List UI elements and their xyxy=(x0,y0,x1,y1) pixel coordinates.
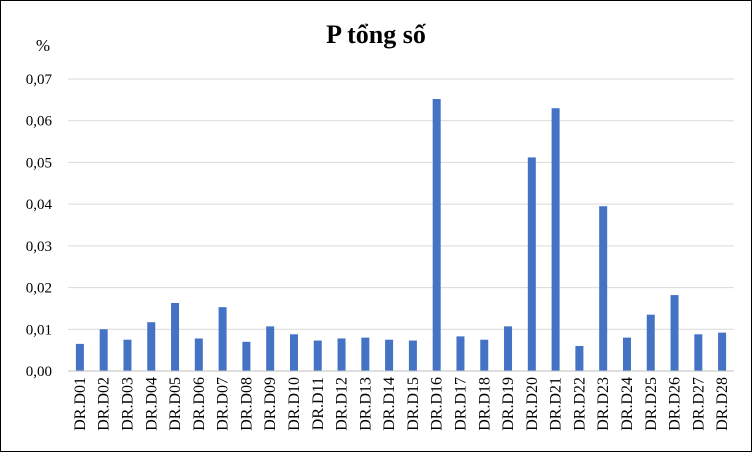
bar-dr-d06 xyxy=(194,338,203,371)
y-tick-label: 0,02 xyxy=(26,281,52,297)
bar-dr-d21 xyxy=(551,108,560,371)
x-tick-label: DR.D23 xyxy=(595,377,612,431)
bar-dr-d20 xyxy=(527,157,536,371)
x-tick-label: DR.D21 xyxy=(548,377,565,431)
bar-dr-d22 xyxy=(575,345,584,371)
x-tick-label: DR.D22 xyxy=(571,377,588,431)
bar-dr-d16 xyxy=(432,99,441,371)
x-axis-tick-labels: DR.D01 DR.D02 DR.D03 DR.D04 DR.D05 DR.D06 DR.D… xyxy=(72,377,731,431)
x-tick-label: DR.D10 xyxy=(286,377,303,431)
bar-dr-d08 xyxy=(242,341,251,371)
bar-dr-d07 xyxy=(218,307,227,371)
bar-dr-d11 xyxy=(313,340,322,371)
bar-dr-d26 xyxy=(670,295,679,371)
y-axis-tick-labels: 0,00 0,01 0,02 0,03 0,04 0,05 0,06 0,07 xyxy=(26,72,53,380)
x-tick-label: DR.D13 xyxy=(357,377,374,431)
bar-dr-d15 xyxy=(408,340,417,371)
y-tick-label: 0,01 xyxy=(26,322,52,338)
bar-dr-d28 xyxy=(718,332,727,371)
bar-dr-d17 xyxy=(456,336,465,371)
x-tick-label: DR.D09 xyxy=(262,377,279,431)
x-tick-label: DR.D06 xyxy=(191,377,208,431)
x-tick-label: DR.D15 xyxy=(405,377,422,431)
x-tick-label: DR.D08 xyxy=(238,377,255,431)
x-tick-label: DR.D02 xyxy=(96,377,113,431)
x-tick-label: DR.D12 xyxy=(334,377,351,431)
y-tick-label: 0,03 xyxy=(26,239,52,255)
x-tick-label: DR.D01 xyxy=(72,377,89,431)
bar-dr-d14 xyxy=(385,339,394,371)
gridlines xyxy=(68,78,734,330)
bar-dr-d13 xyxy=(361,337,370,371)
bar-dr-d27 xyxy=(694,334,703,371)
x-tick-label: DR.D19 xyxy=(500,377,517,431)
chart-title: P tổng số xyxy=(326,20,427,49)
x-tick-label: DR.D04 xyxy=(143,377,160,431)
x-tick-label: DR.D18 xyxy=(476,377,493,431)
y-tick-label: 0,05 xyxy=(26,155,52,171)
y-axis-unit-label: % xyxy=(36,36,50,55)
x-tick-label: DR.D20 xyxy=(524,377,541,431)
bar-dr-d12 xyxy=(337,338,346,371)
bar-dr-d05 xyxy=(171,303,180,371)
bar-dr-d09 xyxy=(266,326,275,371)
bar-dr-d18 xyxy=(480,339,489,371)
bar-dr-d03 xyxy=(123,339,132,371)
bar-dr-d19 xyxy=(504,326,513,371)
y-tick-label: 0,04 xyxy=(26,197,53,213)
x-tick-label: DR.D05 xyxy=(167,377,184,431)
x-tick-label: DR.D27 xyxy=(690,377,707,431)
bar-dr-d10 xyxy=(289,334,298,371)
x-tick-label: DR.D16 xyxy=(429,377,446,431)
x-tick-label: DR.D14 xyxy=(381,377,398,431)
bar-dr-d01 xyxy=(75,343,84,371)
x-tick-label: DR.D28 xyxy=(714,377,731,431)
bar-dr-d24 xyxy=(622,337,631,371)
x-tick-label: DR.D25 xyxy=(643,377,660,431)
x-tick-label: DR.D17 xyxy=(452,377,469,431)
y-tick-label: 0,00 xyxy=(26,364,52,380)
x-tick-label: DR.D26 xyxy=(667,377,684,431)
bar-dr-d04 xyxy=(147,322,156,371)
bar-dr-d23 xyxy=(599,206,608,371)
x-tick-label: DR.D11 xyxy=(310,377,327,430)
y-tick-label: 0,06 xyxy=(26,114,53,130)
bar-dr-d02 xyxy=(99,329,108,371)
y-tick-label: 0,07 xyxy=(26,72,53,88)
bars xyxy=(75,99,727,371)
bar-dr-d25 xyxy=(646,314,655,371)
x-tick-label: DR.D03 xyxy=(119,377,136,431)
x-tick-label: DR.D24 xyxy=(619,377,636,431)
x-tick-label: DR.D07 xyxy=(215,377,232,431)
